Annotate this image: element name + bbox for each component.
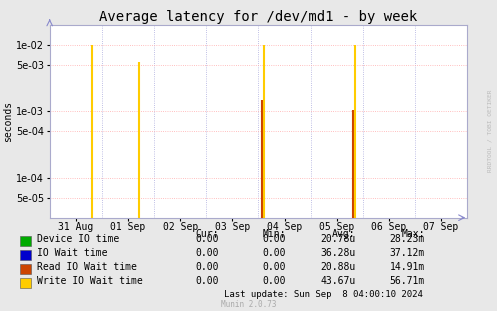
Text: 0.00: 0.00	[262, 248, 286, 258]
Text: 0.00: 0.00	[195, 234, 219, 244]
Text: Device IO time: Device IO time	[37, 234, 119, 244]
Text: Avg:: Avg:	[332, 229, 355, 239]
Y-axis label: seconds: seconds	[3, 101, 13, 142]
Text: Write IO Wait time: Write IO Wait time	[37, 276, 143, 286]
Text: 36.28u: 36.28u	[320, 248, 355, 258]
Text: 56.71m: 56.71m	[390, 276, 425, 286]
Text: IO Wait time: IO Wait time	[37, 248, 108, 258]
Text: Min:: Min:	[262, 229, 286, 239]
Text: 20.88u: 20.88u	[320, 262, 355, 272]
Text: 0.00: 0.00	[195, 276, 219, 286]
Text: Last update: Sun Sep  8 04:00:10 2024: Last update: Sun Sep 8 04:00:10 2024	[224, 290, 422, 299]
Text: RRDTOOL / TOBI OETIKER: RRDTOOL / TOBI OETIKER	[487, 89, 492, 172]
Text: 0.00: 0.00	[262, 276, 286, 286]
Text: 0.00: 0.00	[195, 262, 219, 272]
Text: 14.91m: 14.91m	[390, 262, 425, 272]
Text: Munin 2.0.73: Munin 2.0.73	[221, 300, 276, 309]
Title: Average latency for /dev/md1 - by week: Average latency for /dev/md1 - by week	[99, 10, 417, 24]
Text: 0.00: 0.00	[195, 248, 219, 258]
Text: Read IO Wait time: Read IO Wait time	[37, 262, 137, 272]
Text: 37.12m: 37.12m	[390, 248, 425, 258]
Text: 0.00: 0.00	[262, 234, 286, 244]
Text: Cur:: Cur:	[195, 229, 219, 239]
Text: 20.78u: 20.78u	[320, 234, 355, 244]
Text: 28.23m: 28.23m	[390, 234, 425, 244]
Text: 43.67u: 43.67u	[320, 276, 355, 286]
Text: 0.00: 0.00	[262, 262, 286, 272]
Text: Max:: Max:	[402, 229, 425, 239]
